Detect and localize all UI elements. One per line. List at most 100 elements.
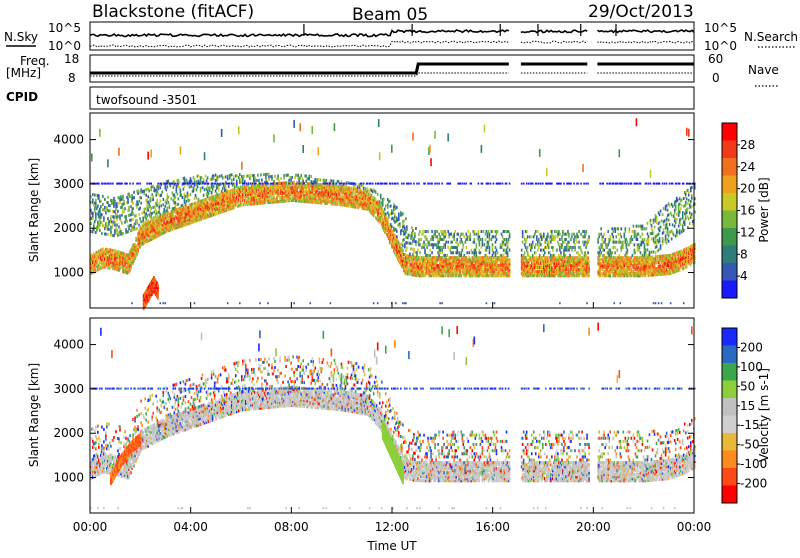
heatmap-cell	[297, 174, 299, 177]
heatmap-cell	[110, 231, 112, 234]
heatmap-cell	[525, 241, 527, 244]
heatmap-cell	[535, 251, 537, 254]
heatmap-cell	[375, 191, 377, 194]
heatmap-cell	[488, 183, 490, 185]
heatmap-cell	[406, 228, 408, 231]
heatmap-cell	[547, 235, 549, 238]
nave-tick-low: 0	[712, 71, 720, 85]
heatmap-cell	[537, 249, 539, 252]
heatmap-cell	[101, 213, 103, 216]
freq-tick-low: 8	[68, 71, 76, 85]
heatmap-cell	[164, 205, 166, 208]
heatmap-cell	[241, 203, 243, 206]
heatmap-cell	[441, 249, 443, 252]
heatmap-cell	[180, 189, 182, 192]
heatmap-cell	[391, 145, 393, 153]
heatmap-cell	[139, 183, 141, 185]
heatmap-cell	[484, 124, 486, 132]
heatmap-cell	[206, 198, 208, 201]
heatmap-cell	[110, 234, 112, 237]
heatmap-cell	[405, 302, 407, 304]
heatmap-cell	[92, 201, 94, 204]
heatmap-cell	[293, 302, 295, 304]
heatmap-cell	[123, 202, 125, 205]
heatmap-cell	[427, 230, 429, 233]
heatmap-cell	[111, 199, 113, 202]
heatmap-cell	[236, 179, 238, 182]
heatmap-cell	[283, 177, 285, 180]
heatmap-cell	[141, 212, 143, 215]
heatmap-cell	[541, 238, 543, 241]
heatmap-cell	[124, 207, 126, 210]
heatmap-cell	[158, 203, 160, 206]
heatmap-cell	[129, 195, 131, 198]
heatmap-cell	[481, 246, 483, 249]
heatmap-cell	[314, 178, 316, 181]
heatmap-cell	[452, 251, 454, 254]
heatmap-cell	[293, 120, 295, 128]
heatmap-cell	[468, 230, 470, 233]
heatmap-cell	[318, 147, 320, 155]
noise-tick-high: 10^5	[48, 21, 81, 35]
heatmap-cell	[440, 246, 442, 249]
heatmap-cell	[439, 302, 441, 304]
heatmap-cell	[320, 178, 322, 181]
heatmap-cell	[131, 229, 133, 232]
heatmap-cell	[425, 230, 427, 233]
heatmap-cell	[378, 119, 380, 127]
cpid-value: twofsound -3501	[96, 93, 197, 107]
heatmap-cell	[162, 198, 164, 201]
heatmap-cell	[139, 217, 141, 220]
heatmap-cell	[192, 203, 194, 206]
heatmap-cell	[194, 183, 196, 185]
heatmap-cell	[507, 254, 509, 257]
heatmap-cell	[143, 192, 145, 195]
heatmap-cell	[402, 244, 404, 247]
heatmap-cell	[184, 185, 186, 188]
heatmap-cell	[137, 192, 139, 195]
heatmap-cell	[95, 204, 97, 207]
heatmap-cell	[531, 235, 533, 238]
heatmap-cell	[523, 235, 525, 238]
heatmap-cell	[480, 251, 482, 254]
heatmap-cell	[439, 251, 441, 254]
nsky-label: N.Sky	[4, 30, 38, 44]
heatmap-cell	[197, 185, 199, 188]
heatmap-cell	[158, 205, 160, 208]
heatmap-cell	[388, 216, 390, 219]
heatmap-cell	[123, 210, 125, 213]
heatmap-cell	[500, 243, 502, 246]
heatmap-cell	[257, 174, 259, 177]
freq-traces	[90, 64, 694, 76]
heatmap-cell	[301, 177, 303, 180]
heatmap-cell	[155, 194, 157, 197]
heatmap-cell	[133, 191, 135, 194]
heatmap-cell	[418, 233, 420, 236]
heatmap-cell	[234, 183, 236, 186]
heatmap-cell	[220, 182, 222, 185]
heatmap-cell	[355, 205, 357, 208]
heatmap-cell	[216, 212, 218, 215]
heatmap-cell	[429, 254, 431, 257]
heatmap-cell	[107, 201, 109, 204]
heatmap-cell	[341, 183, 343, 185]
heatmap-cell	[478, 183, 480, 185]
heatmap-cell	[103, 219, 105, 222]
heatmap-cell	[528, 183, 530, 185]
heatmap-cell	[336, 185, 338, 188]
heatmap-cell	[429, 145, 431, 153]
heatmap-cell	[98, 183, 100, 185]
heatmap-cell	[546, 238, 548, 241]
nsearch-label: N.Search	[744, 30, 798, 44]
heatmap-cell	[497, 251, 499, 254]
heatmap-cell	[447, 230, 449, 233]
heatmap-cell	[413, 248, 415, 251]
heatmap-cell	[200, 187, 202, 190]
heatmap-cell	[456, 241, 458, 244]
heatmap-cell	[91, 153, 93, 161]
heatmap-cell	[380, 194, 382, 197]
heatmap-cell	[441, 251, 443, 254]
heatmap-cell	[412, 229, 414, 232]
freq-tick-high: 18	[64, 52, 79, 66]
heatmap-cell	[133, 228, 135, 231]
